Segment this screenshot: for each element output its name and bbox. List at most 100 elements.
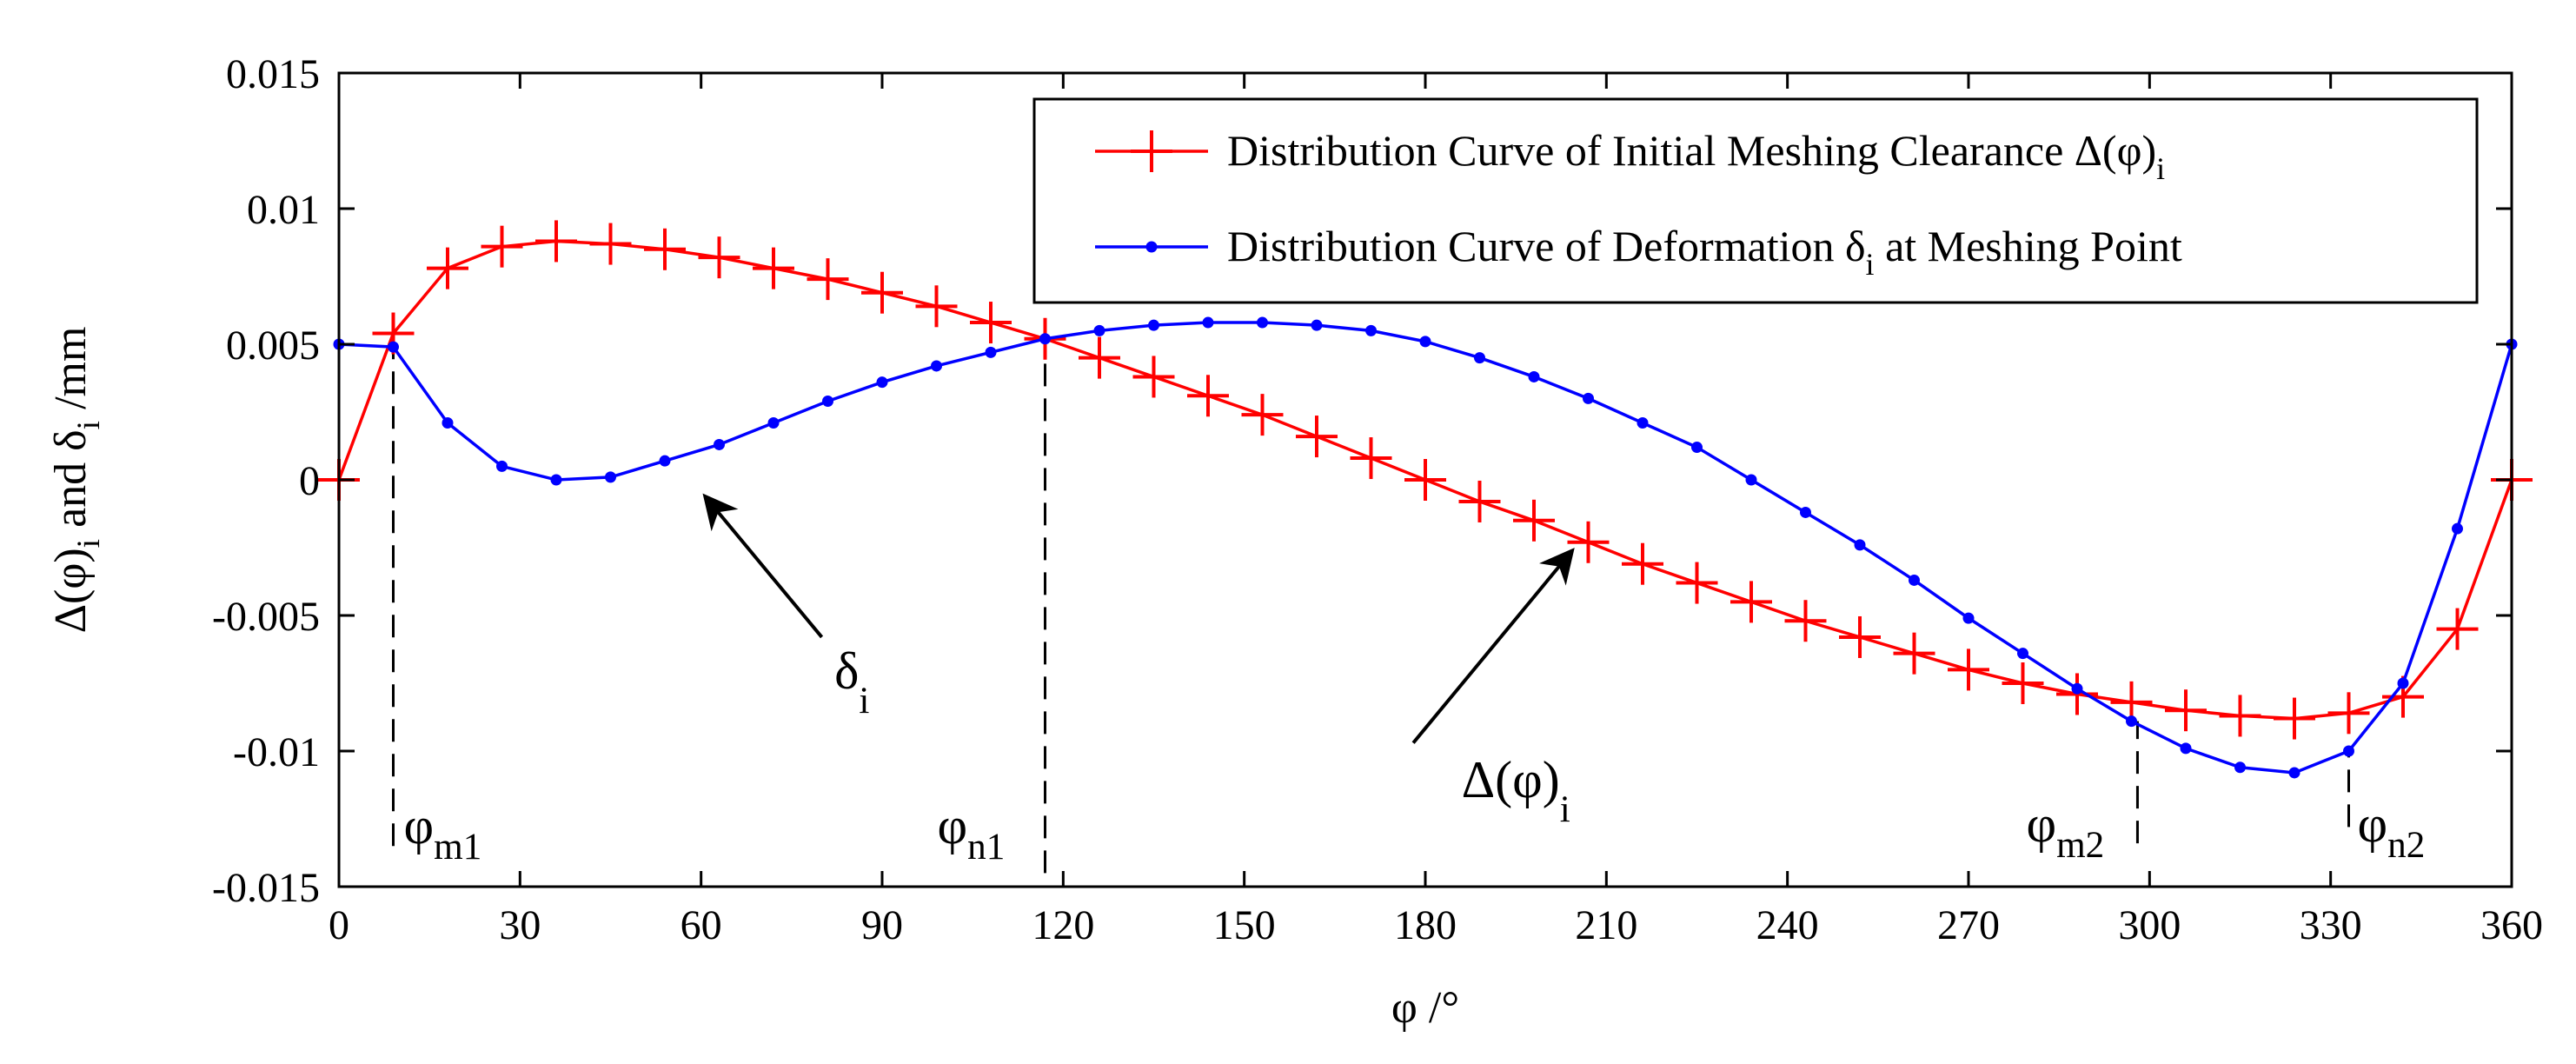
vline-label-n2: φn2 [2358,795,2426,866]
delta-arrow [702,493,824,639]
series-1-point [1854,539,1866,551]
x-tick-label: 360 [2480,902,2543,948]
series-1-point [1528,370,1540,382]
x-axis-label: φ /° [1391,983,1459,1033]
series-1-point [876,376,888,389]
series-1-point [442,416,454,429]
series-0-point [644,228,686,270]
vline-label-phi: φ [2358,795,2388,853]
series-0-point [2165,689,2207,732]
series-1-point [1962,612,1975,624]
series-0-point [1513,499,1555,542]
series-0-point [1079,336,1120,379]
series-0-point [1784,600,1827,642]
legend-entry-0: Distribution Curve of Initial Meshing Cl… [1095,126,2165,186]
clearance-arrow-label-main: Δ(φ) [1462,751,1560,808]
vline-label-phi: φ [2026,795,2056,853]
series-0-point [1187,375,1229,417]
series-1-point [714,438,725,450]
series-1-point [1311,319,1323,331]
y-label-part-c: /mm [46,327,96,421]
series-1-point [1257,316,1268,329]
series-1-point [605,471,616,483]
clearance-arrow-label: Δ(φ)i [1462,751,1570,830]
legend-box [1032,97,2479,304]
y-tick-label: 0.005 [226,323,320,369]
y-tick-label: 0 [299,458,320,504]
legend-label-main: Distribution Curve of Deformation δ [1227,222,1866,270]
series-1-point [2343,745,2354,757]
series-1-point [1745,474,1757,486]
series-0-point [2274,697,2315,740]
vline-label-sub: n2 [2387,825,2425,866]
x-tick-label: 210 [1575,902,1637,948]
series-0-point [1458,480,1501,522]
y-axis-label: Δ(φ)i and δi /mm [46,327,107,634]
series-0-point [1296,416,1338,458]
series-1-point [2234,761,2246,774]
series-1-point [931,360,942,372]
x-tick-label: 120 [1032,902,1094,948]
clearance-arrow-label-sub: i [1560,789,1570,830]
series-0-point [1132,356,1175,398]
x-tick-label: 240 [1756,902,1819,948]
series-0-point [1676,562,1718,604]
series-1-point [767,416,780,429]
vline-label-m2: φm2 [2026,795,2104,866]
y-tick-label: -0.015 [212,865,320,911]
series-0-point [2327,692,2370,735]
vline-label-n1: φn1 [938,797,1006,868]
series-1-point [1583,392,1594,404]
series-1-point [2017,648,2028,660]
series-1-point [1202,316,1214,329]
series-0-point [2436,608,2479,650]
series-0-point [1839,615,1881,658]
vline-label-phi: φ [938,797,968,855]
series-1-point [2397,677,2409,689]
y-label-sub-b: i [71,421,107,429]
series-1-point [1039,333,1051,345]
series-0-point [2219,695,2261,737]
series-0-point [698,236,740,279]
series-0-point [2002,662,2044,704]
vertical-marker-lines: φm1 φn1 φm2 φn2 [392,338,2426,874]
series-1-point [1691,442,1703,454]
series-0-point [1241,394,1284,436]
series-0-point [535,220,577,263]
legend-label: Distribution Curve of Initial Meshing Cl… [1227,126,2165,186]
series-1-point [388,341,399,353]
y-tick-label: -0.01 [233,729,320,775]
series-1-point [550,474,562,486]
series-0-point [915,285,958,328]
series-0-point [589,223,632,265]
series-1-point [2288,767,2300,779]
y-tick-label: 0.01 [247,187,320,233]
legend-entry-1: Distribution Curve of Deformation δi at … [1095,222,2182,282]
legend-label-tail: at Meshing Point [1875,222,2182,270]
legend-label: Distribution Curve of Deformation δi at … [1227,222,2182,282]
series-1-point [1093,324,1105,336]
x-tick-label: 300 [2118,902,2181,948]
series-1-point [2180,742,2192,755]
series-1-point [1909,574,1920,586]
series-0-point [1350,437,1392,480]
series-1-point [1800,506,1811,518]
series-0-point [807,258,849,301]
series-0-point [1948,648,1989,691]
series-1-point [2071,682,2083,695]
delta-arrow-label-main: δ [834,642,859,700]
series-0-point [1404,459,1446,501]
series-1-point [2126,715,2137,728]
legend-label-sub: i [2156,151,2165,186]
series-1-point [822,396,833,408]
y-label-sub-a: i [71,539,107,548]
series-0-point [427,247,468,289]
series-1-point [2452,522,2463,535]
series-1-point [496,460,508,472]
data-series [318,220,2533,779]
series-1-point [659,455,671,467]
vline-label-sub: n1 [967,827,1005,868]
series-1-point [1148,319,1159,331]
series-0-point [1567,521,1610,563]
